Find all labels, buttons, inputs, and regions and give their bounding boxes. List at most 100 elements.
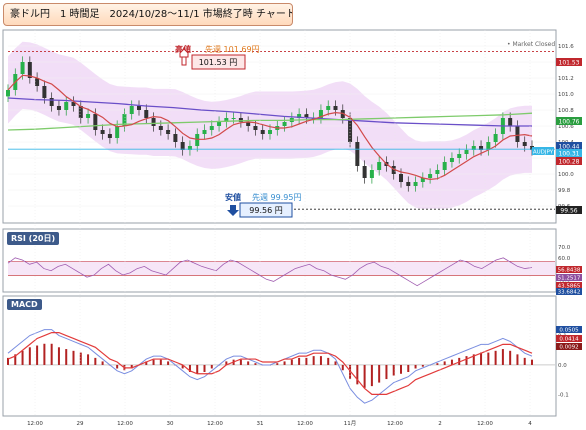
x-tick-label: 4: [528, 421, 532, 427]
candle-body: [115, 126, 120, 138]
x-tick-label: 12:00: [387, 421, 403, 427]
candle-body: [173, 134, 178, 142]
x-tick-label: 12:00: [27, 421, 43, 427]
macd-histogram-bar: [181, 364, 184, 369]
candle-body: [391, 166, 396, 174]
price-tick-label: 101.2: [558, 76, 574, 82]
macd-histogram-bar: [239, 359, 242, 365]
macd-histogram-bar: [334, 361, 337, 365]
candle-body: [86, 114, 91, 118]
rsi-tag-4: [556, 288, 582, 295]
candle-body: [166, 130, 171, 134]
rsi-tag-3-text: 43.5865: [558, 284, 581, 290]
candle-body: [282, 122, 287, 126]
macd-histogram-bar: [516, 354, 519, 365]
macd-histogram-bar: [159, 359, 162, 365]
candle-body: [144, 110, 149, 118]
macd-histogram-bar: [392, 364, 395, 376]
high-prev-week: 先週 101.69円: [205, 44, 260, 54]
candle-body: [202, 130, 207, 134]
macd-label: MACD: [7, 299, 42, 310]
green-tag-text: 100.76: [559, 119, 580, 126]
macd-histogram-bar: [130, 364, 133, 369]
x-tick-label: 2: [438, 421, 442, 427]
candle-body: [253, 126, 258, 130]
blue-tag: [556, 142, 582, 150]
macd-line: [7, 329, 533, 404]
rsi-band: [8, 261, 555, 276]
candle-body: [49, 98, 54, 106]
macd-histogram-bar: [28, 347, 31, 365]
macd-histogram-bar: [276, 363, 279, 365]
market-status: • Market Closed: [507, 41, 555, 48]
moving-average-line: [7, 112, 533, 131]
x-tick-label: 29: [77, 421, 84, 427]
candle-body: [231, 118, 236, 119]
candle-body: [377, 162, 382, 170]
low-price-text: 99.56 円: [249, 206, 282, 215]
macd-histogram-bar: [254, 363, 257, 365]
candle-body: [217, 122, 222, 126]
macd-histogram-bar: [407, 364, 410, 372]
macd-histogram-bar: [283, 361, 286, 365]
candle-body: [56, 106, 61, 110]
x-tick-label: 12:00: [297, 421, 313, 427]
candle-body: [129, 106, 134, 114]
macd-histogram-bar: [14, 354, 17, 365]
candle-body: [428, 174, 433, 178]
low-label: 安値: [225, 192, 241, 202]
macd-histogram-bar: [101, 361, 104, 365]
macd-histogram-bar: [480, 352, 483, 365]
macd-tag-1-text: 0.0505: [559, 328, 579, 334]
price-tick-label: 100.6: [558, 124, 574, 130]
candle-body: [515, 126, 520, 142]
candle-body: [326, 106, 331, 110]
candle-body: [268, 130, 272, 134]
rsi-panel: [2, 228, 557, 293]
macd-histogram-bar: [465, 356, 468, 365]
macd-histogram-bar: [188, 364, 191, 372]
macd-histogram-bar: [167, 361, 170, 365]
price-tick-label: 100.8: [558, 108, 574, 114]
candle-body: [78, 106, 83, 118]
rsi-tick-label: 60.0: [558, 256, 571, 262]
candle-body: [457, 154, 462, 158]
x-tick-label: 12:00: [117, 421, 133, 427]
macd-histogram-bar: [327, 357, 330, 365]
down-arrow-icon: [227, 205, 239, 216]
rsi-line: [7, 257, 533, 287]
high-price-text: 101.53 円: [199, 58, 238, 67]
rsi-tag-2: [556, 274, 582, 281]
macd-histogram-bar: [319, 356, 322, 365]
ticker-value-tag-text: 100.31: [559, 151, 580, 158]
macd-tag-2: [556, 335, 582, 342]
macd-histogram-bar: [247, 361, 250, 365]
macd-histogram-bar: [487, 352, 490, 365]
macd-histogram-bar: [414, 364, 417, 369]
rsi-tag-4-text: 33.6842: [558, 290, 581, 296]
ticker-tag-text: AUDJPY: [533, 150, 554, 156]
candle-body: [471, 146, 476, 150]
macd-histogram-bar: [356, 364, 359, 385]
macd-tick-label: -0.1: [558, 392, 569, 398]
candle-body: [100, 130, 105, 134]
macd-tick-label: 0.0: [558, 363, 567, 369]
candle-body: [27, 62, 32, 78]
macd-histogram-bar: [196, 364, 199, 374]
macd-histogram-bar: [305, 357, 308, 365]
price-tick-label: 101.6: [558, 44, 574, 50]
candle-body: [35, 78, 40, 86]
candle-body: [42, 86, 47, 98]
macd-histogram-bar: [400, 364, 402, 374]
macd-histogram-bar: [531, 359, 533, 365]
candle-body: [187, 146, 192, 150]
candle-body: [93, 114, 98, 130]
price-tick-label: 99.8: [558, 188, 571, 194]
high-label: 高値: [175, 44, 191, 54]
macd-histogram-bar: [443, 361, 446, 365]
x-tick-label: 31: [257, 421, 264, 427]
candle-body: [362, 166, 367, 178]
rsi-tag-2-text: 51.2517: [558, 276, 581, 282]
short-moving-average-line: [7, 74, 533, 180]
